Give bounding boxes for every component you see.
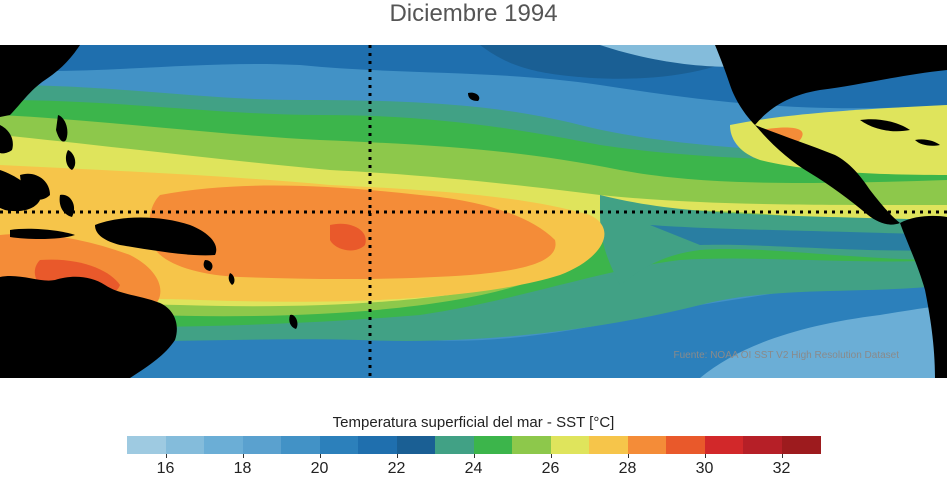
land-hawaii bbox=[468, 92, 480, 101]
colorbar-segment bbox=[589, 436, 628, 454]
colorbar-label: Temperatura superficial del mar - SST [°… bbox=[332, 414, 615, 431]
colorbar-segment bbox=[204, 436, 243, 454]
colorbar-segment bbox=[473, 436, 513, 454]
land-mindanao bbox=[65, 150, 76, 170]
colorbar-tick-label: 32 bbox=[772, 460, 791, 477]
land-masses bbox=[0, 45, 947, 378]
colorbar-segment bbox=[319, 436, 359, 454]
colorbar-segment bbox=[358, 436, 397, 454]
land-fiji bbox=[289, 314, 298, 329]
colorbar-tick-mark bbox=[627, 454, 629, 458]
colorbar-segment bbox=[281, 436, 320, 454]
land-borneo bbox=[20, 173, 50, 200]
land-sulawesi bbox=[59, 194, 75, 217]
colorbar-segment bbox=[512, 436, 551, 454]
colorbar-tick-mark bbox=[319, 454, 321, 458]
sst-band-south-blue bbox=[0, 265, 947, 378]
colorbar-segment bbox=[242, 436, 282, 454]
land-cuba bbox=[860, 119, 910, 132]
colorbar-segment bbox=[627, 436, 667, 454]
land-australia bbox=[0, 276, 177, 378]
colorbar-segment bbox=[550, 436, 590, 454]
colorbar-segment bbox=[781, 436, 821, 454]
colorbar-tick-mark bbox=[396, 454, 398, 458]
colorbar-segment bbox=[704, 436, 744, 454]
land-new-guinea bbox=[95, 217, 217, 256]
colorbar-tick-label: 26 bbox=[541, 460, 560, 477]
colorbar-segment bbox=[666, 436, 705, 454]
colorbar-tick-label: 20 bbox=[310, 460, 329, 477]
colorbar-tick-mark bbox=[242, 454, 244, 458]
colorbar-tick-mark bbox=[550, 454, 552, 458]
land-sumatra bbox=[0, 170, 40, 212]
colorbar bbox=[127, 436, 821, 454]
colorbar-segment bbox=[127, 436, 166, 454]
colorbar-tick-label: 30 bbox=[695, 460, 714, 477]
colorbar-segment bbox=[435, 436, 474, 454]
colorbar-tick-mark bbox=[473, 454, 475, 458]
colorbar-tick-label: 22 bbox=[387, 460, 406, 477]
colorbar-segment bbox=[165, 436, 205, 454]
land-south-america bbox=[900, 215, 947, 378]
colorbar-tick-mark bbox=[781, 454, 783, 458]
colorbar-segment bbox=[396, 436, 436, 454]
colorbar-tick-label: 24 bbox=[464, 460, 483, 477]
land-vanuatu bbox=[228, 273, 235, 285]
map-title: Diciembre 1994 bbox=[389, 0, 558, 27]
sst-map bbox=[0, 45, 947, 378]
land-indochina bbox=[0, 125, 13, 154]
sst-cold-tongue-core bbox=[650, 225, 947, 251]
land-solomon bbox=[203, 260, 213, 271]
data-source-credit: Fuente: NOAA OI SST V2 High Resolution D… bbox=[673, 350, 899, 361]
sst-warm-pool-max bbox=[330, 223, 366, 251]
colorbar-tick-label: 28 bbox=[618, 460, 637, 477]
colorbar-segment bbox=[743, 436, 782, 454]
land-north-america bbox=[715, 45, 947, 125]
colorbar-ticks: 16 18 20 22 24 26 28 30 32 bbox=[127, 454, 820, 480]
colorbar-tick-mark bbox=[165, 454, 167, 458]
colorbar-tick-label: 16 bbox=[156, 460, 175, 477]
land-java bbox=[10, 228, 75, 240]
land-hispaniola bbox=[915, 139, 940, 146]
land-asia bbox=[0, 45, 80, 117]
colorbar-tick-label: 18 bbox=[233, 460, 252, 477]
colorbar-tick-mark bbox=[704, 454, 706, 458]
land-central-america bbox=[755, 125, 900, 225]
land-philippines bbox=[56, 115, 68, 142]
sst-band-southeast-light bbox=[700, 305, 947, 378]
